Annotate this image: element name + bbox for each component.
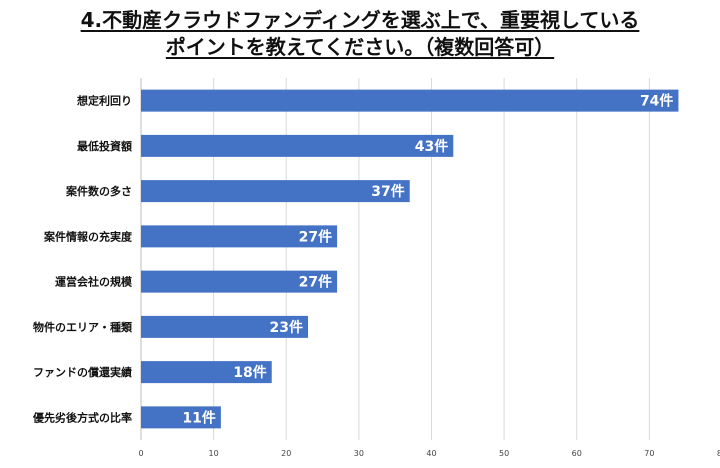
bar xyxy=(141,134,454,157)
data-label: 23件 xyxy=(270,319,303,336)
data-label: 43件 xyxy=(415,138,448,155)
x-tick-label: 30 xyxy=(354,449,364,458)
category-label: 案件数の多さ xyxy=(65,184,132,198)
chart-title-line-2-text: ポイントを教えてください。（複数回答可） xyxy=(165,35,555,59)
gridlines xyxy=(140,78,650,440)
category-label: 案件情報の充実度 xyxy=(43,229,133,243)
data-label: 18件 xyxy=(233,364,266,381)
x-tick-label: 70 xyxy=(644,449,654,458)
category-labels: 想定利回り最低投資額案件数の多さ案件情報の充実度運営会社の規模物件のエリア・種類… xyxy=(32,94,133,425)
category-label: 想定利回り xyxy=(76,94,132,108)
chart-title-line-1: 4.不動産クラウドファンディングを選ぶ上で、重要視している xyxy=(0,7,720,33)
bar xyxy=(141,361,272,384)
category-label: ファンドの償還実績 xyxy=(33,365,132,379)
bar xyxy=(141,89,679,112)
bar xyxy=(141,315,309,338)
value-labels: 74件 43件 37件 27件 27件 23件 18件 11件 xyxy=(182,93,673,427)
x-tick-label: 40 xyxy=(426,449,436,458)
x-axis-tick-labels: 0 10 20 30 40 50 60 70 80 xyxy=(138,449,720,458)
x-tick-label: 50 xyxy=(499,449,509,458)
x-tick-label: 60 xyxy=(572,449,582,458)
data-label: 37件 xyxy=(371,183,404,200)
data-label: 11件 xyxy=(182,409,215,426)
bar xyxy=(141,406,221,429)
x-tick-label: 0 xyxy=(138,449,143,458)
data-label: 27件 xyxy=(299,228,332,245)
bar xyxy=(141,180,410,203)
bars xyxy=(141,89,679,429)
x-tick-label: 10 xyxy=(209,449,219,458)
x-tick-label: 80 xyxy=(717,449,720,458)
category-label: 最低投資額 xyxy=(77,139,132,153)
chart-title-line-2: ポイントを教えてください。（複数回答可） xyxy=(0,34,720,60)
category-label: 運営会社の規模 xyxy=(55,275,133,289)
x-tick-label: 20 xyxy=(281,449,291,458)
bar xyxy=(141,270,338,293)
bar xyxy=(141,225,338,248)
chart-title-line-1-text: 4.不動産クラウドファンディングを選ぶ上で、重要視している xyxy=(80,8,640,32)
data-label: 74件 xyxy=(640,93,673,110)
data-label: 27件 xyxy=(299,274,332,291)
category-label: 優先劣後方式の比率 xyxy=(32,410,132,424)
category-label: 物件のエリア・種類 xyxy=(33,320,133,334)
